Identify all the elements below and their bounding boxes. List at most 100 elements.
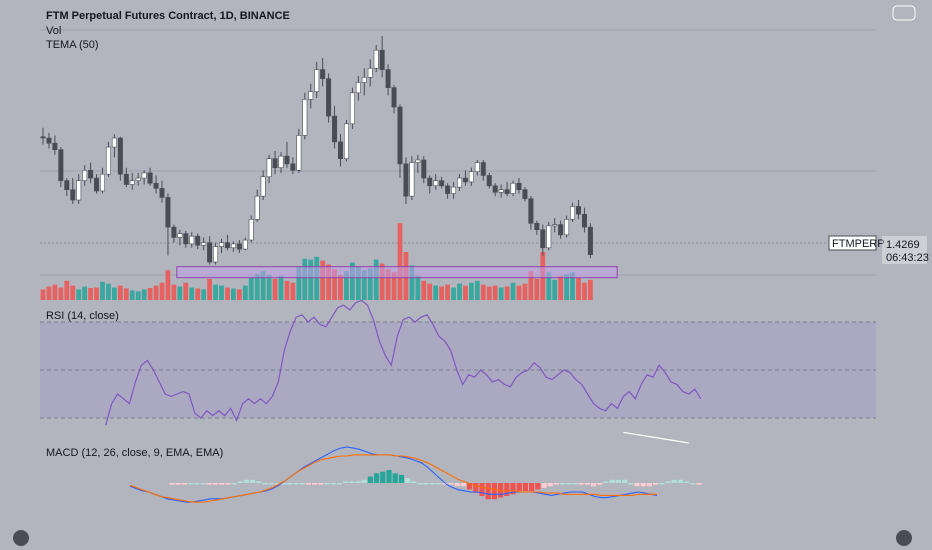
- macd-histogram-bar: [541, 483, 547, 488]
- candle-body: [111, 137, 117, 148]
- macd-histogram-bar: [262, 483, 268, 485]
- candle-body: [290, 163, 296, 171]
- macd-histogram-bar: [659, 483, 665, 485]
- tema-label: TEMA (50): [46, 39, 99, 51]
- macd-histogram-bar: [479, 483, 485, 496]
- volume-bar: [165, 270, 171, 300]
- candle-body: [129, 180, 135, 185]
- volume-bar: [385, 269, 391, 300]
- volume-bar: [486, 286, 492, 300]
- macd-histogram-bar: [287, 483, 293, 485]
- volume-bar: [40, 289, 46, 300]
- volume-bar: [379, 263, 385, 300]
- macd-histogram-bar: [386, 470, 392, 483]
- candle-body: [456, 177, 462, 188]
- volume-bar: [189, 287, 195, 300]
- volume-bar: [117, 285, 123, 300]
- volume-bar: [350, 262, 355, 300]
- candle-body: [367, 67, 373, 78]
- macd-histogram-bar: [330, 483, 336, 485]
- candle-body: [195, 235, 201, 246]
- volume-bar: [129, 290, 135, 300]
- candle-body: [58, 149, 64, 181]
- volume-bar: [552, 279, 558, 300]
- volume-bar: [409, 265, 415, 300]
- macd-histogram-bar: [361, 479, 367, 483]
- scroll-right-handle[interactable]: [896, 530, 912, 546]
- candle-body: [242, 239, 248, 250]
- macd-histogram-bar: [429, 483, 435, 485]
- candle-body: [52, 142, 58, 150]
- candle-body: [421, 159, 427, 179]
- volume-bar: [427, 283, 433, 300]
- macd-histogram-bar: [281, 483, 287, 485]
- volume-bar: [153, 285, 159, 300]
- candle-body: [379, 49, 385, 70]
- candle-body: [123, 173, 129, 185]
- volume-bar: [106, 283, 111, 300]
- volume-bar: [421, 280, 427, 300]
- volume-bar: [70, 285, 76, 300]
- candle-body: [492, 185, 498, 193]
- volume-bar: [231, 288, 236, 300]
- candle-body: [451, 186, 457, 194]
- candle-body: [201, 242, 207, 246]
- volume-bar: [510, 282, 516, 300]
- volume-bar: [278, 276, 284, 300]
- price-candles: [40, 36, 593, 265]
- candle-body: [337, 141, 343, 159]
- macd-histogram: [169, 470, 702, 500]
- macd-histogram-bar: [206, 483, 212, 485]
- candle-body: [207, 242, 213, 263]
- volume-bar: [576, 277, 581, 300]
- macd-histogram-bar: [653, 483, 659, 485]
- price-tag-value: 1.4269: [886, 239, 920, 251]
- candle-body: [409, 162, 415, 197]
- volume-bar: [141, 289, 147, 300]
- volume-bar: [457, 283, 462, 300]
- macd-histogram-bar: [615, 479, 621, 483]
- macd-histogram-bar: [293, 483, 299, 485]
- candle-body: [587, 226, 593, 255]
- macd-histogram-bar: [684, 481, 690, 483]
- macd-histogram-bar: [591, 483, 597, 487]
- macd-histogram-bar: [231, 483, 237, 485]
- macd-pane-label: MACD (12, 26, close, 9, EMA, EMA): [46, 447, 223, 459]
- macd-histogram-bar: [175, 483, 181, 485]
- candle-body: [385, 69, 391, 88]
- macd-histogram-bar: [398, 474, 404, 483]
- macd-histogram-bar: [578, 483, 584, 485]
- volume-bar: [522, 283, 528, 300]
- chart-title: FTM Perpetual Futures Contract, 1D, BINA…: [46, 10, 290, 22]
- support-zone[interactable]: [176, 266, 618, 279]
- macd-histogram-bar: [622, 479, 628, 483]
- macd-histogram-bar: [169, 483, 175, 485]
- scroll-left-handle[interactable]: [13, 530, 29, 546]
- candle-body: [558, 224, 564, 236]
- volume-bar: [326, 264, 331, 300]
- macd-histogram-bar: [547, 483, 553, 487]
- rsi-line: [105, 299, 702, 426]
- candle-body: [361, 77, 367, 83]
- window-menu-button[interactable]: [892, 5, 916, 21]
- macd-histogram-bar: [243, 479, 249, 483]
- volume-bar: [207, 278, 212, 300]
- volume-bar: [159, 282, 165, 300]
- macd-histogram-bar: [535, 483, 541, 490]
- volume-bar: [94, 287, 99, 300]
- candle-body: [504, 189, 510, 194]
- candle-body: [153, 182, 159, 189]
- rsi-divergence-line[interactable]: [623, 431, 689, 444]
- macd-histogram-bar: [460, 483, 466, 487]
- candle-body: [581, 213, 587, 228]
- price-tag-countdown: 06:43:23: [886, 252, 929, 264]
- volume-bar: [46, 286, 52, 300]
- volume-bar: [373, 259, 379, 300]
- volume-bar: [355, 266, 361, 300]
- macd-histogram-bar: [597, 483, 603, 485]
- candle-body: [320, 69, 326, 79]
- volume-bar: [123, 288, 129, 300]
- macd-histogram-bar: [212, 483, 218, 485]
- volume-bar: [272, 278, 278, 300]
